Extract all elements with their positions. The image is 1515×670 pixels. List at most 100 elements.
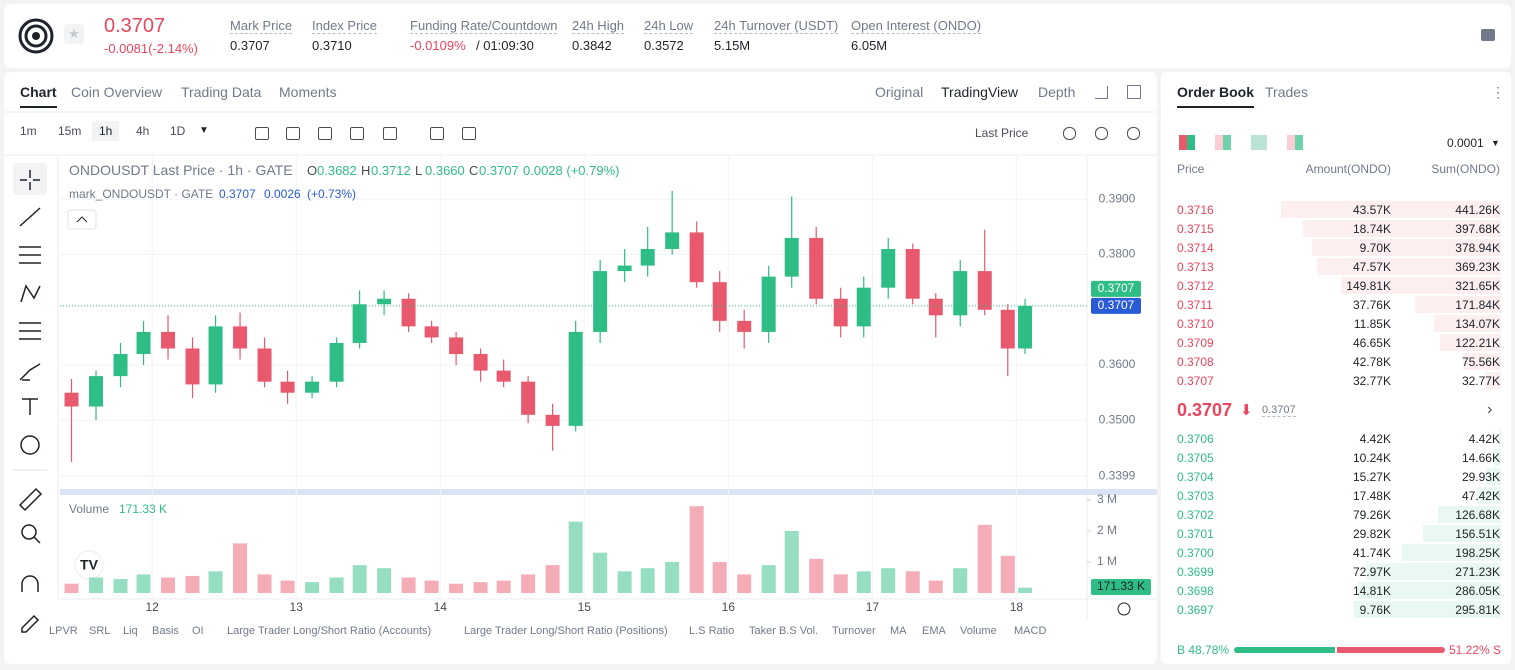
ob-tab[interactable]: Order Book: [1177, 84, 1255, 108]
chart: TV 12 13 14 15 16 17 18 0.3399 0.3500 0.3600 0.380…: [4, 111, 1157, 633]
ob-price[interactable]: 0.3715: [1177, 222, 1214, 236]
settings-gear[interactable]: [1117, 602, 1131, 616]
ob-mark: 0.3707: [1262, 404, 1296, 417]
ob-price[interactable]: 0.3705: [1177, 451, 1214, 465]
settings-icon[interactable]: [1481, 29, 1495, 41]
svg-text:TV: TV: [80, 557, 99, 573]
interval[interactable]: 1h: [92, 121, 120, 141]
indicator[interactable]: MA: [890, 625, 907, 637]
ob-price[interactable]: 0.3703: [1177, 489, 1214, 503]
candle-body: [329, 342, 344, 382]
ob-tab[interactable]: Trades: [1265, 84, 1309, 100]
ob-price[interactable]: 0.3697: [1177, 603, 1214, 617]
stat-label: 24h Turnover (USDT): [714, 18, 839, 34]
v-tick-label: 2 M: [1097, 523, 1117, 537]
ob-sum: 126.68K: [1455, 508, 1500, 522]
view-tab[interactable]: TradingView: [941, 84, 1019, 100]
volume-bar: [689, 506, 704, 593]
ob-price[interactable]: 0.3713: [1177, 260, 1214, 274]
indicator[interactable]: Large Trader Long/Short Ratio (Accounts): [227, 625, 432, 637]
ob-price[interactable]: 0.3700: [1177, 546, 1214, 560]
tab[interactable]: Moments: [279, 84, 337, 100]
view-tab[interactable]: Original: [875, 84, 924, 100]
ob-layout[interactable]: [1215, 135, 1231, 150]
ob-col: Price: [1177, 162, 1205, 176]
ob-price[interactable]: 0.3708: [1177, 355, 1214, 369]
window-icon[interactable]: [1127, 85, 1141, 99]
interval[interactable]: 15m: [58, 124, 82, 138]
ob-layout[interactable]: [1179, 135, 1195, 150]
legend-change: 0.0028 (+0.79%): [523, 163, 620, 178]
indicator[interactable]: MACD: [1014, 625, 1047, 637]
stat-value: -0.0109%: [410, 38, 466, 53]
favorite-star[interactable]: ★: [64, 24, 84, 44]
indicator[interactable]: LPVR: [49, 625, 78, 637]
ob-price[interactable]: 0.3701: [1177, 527, 1214, 541]
volume-bar: [568, 521, 583, 593]
candle-body: [280, 381, 295, 393]
tab[interactable]: Chart: [20, 84, 57, 108]
stat-value: 5.15M: [714, 38, 751, 53]
candle-body: [185, 348, 200, 385]
tool-icon[interactable]: [383, 127, 397, 140]
interval[interactable]: 1D: [170, 124, 186, 138]
fullscreen-icon[interactable]: [1095, 86, 1108, 99]
ob-sum: 321.65K: [1455, 279, 1500, 293]
dropdown[interactable]: ▼: [199, 125, 209, 136]
indicator[interactable]: Volume: [960, 625, 997, 637]
ob-price[interactable]: 0.3707: [1177, 374, 1214, 388]
ob-more[interactable]: ›: [1487, 401, 1493, 418]
ob-price[interactable]: 0.3710: [1177, 317, 1214, 331]
collapse-legend[interactable]: [67, 209, 97, 230]
tab[interactable]: Coin Overview: [71, 84, 163, 100]
tool-icon[interactable]: [255, 127, 269, 140]
interval[interactable]: 1m: [20, 124, 37, 138]
ob-price[interactable]: 0.3698: [1177, 584, 1214, 598]
candle-body: [496, 370, 511, 382]
tool-icon[interactable]: [462, 127, 476, 140]
indicator[interactable]: EMA: [922, 625, 946, 637]
volume-bar: [593, 552, 608, 593]
indicator[interactable]: SRL: [89, 625, 111, 637]
ob-price[interactable]: 0.3714: [1177, 241, 1214, 255]
tab[interactable]: Trading Data: [181, 84, 262, 100]
tool-icon[interactable]: [1095, 127, 1108, 140]
indicator[interactable]: Large Trader Long/Short Ratio (Positions…: [464, 625, 668, 637]
indicator[interactable]: Taker B.S Vol.: [749, 625, 819, 637]
ob-price[interactable]: 0.3699: [1177, 565, 1214, 579]
ob-price[interactable]: 0.3711: [1177, 298, 1213, 312]
ob-price[interactable]: 0.3716: [1177, 203, 1214, 217]
indicator[interactable]: L.S Ratio: [689, 625, 735, 637]
ob-dropdown[interactable]: ▼: [1491, 138, 1500, 148]
interval[interactable]: 4h: [136, 124, 150, 138]
ob-layout[interactable]: [1251, 135, 1267, 150]
ob-sum: 171.84K: [1455, 298, 1500, 312]
tool-icon[interactable]: [430, 127, 444, 140]
volume-bar: [545, 565, 560, 593]
indicator[interactable]: Turnover: [832, 625, 876, 637]
tool-icon[interactable]: [1063, 127, 1076, 140]
tool-icon[interactable]: [318, 127, 332, 140]
drawing-toolbar[interactable]: [13, 163, 47, 633]
ob-price[interactable]: 0.3709: [1177, 336, 1214, 350]
candle-body: [89, 376, 104, 407]
indicator[interactable]: Basis: [152, 625, 179, 637]
ob-price[interactable]: 0.3702: [1177, 508, 1214, 522]
ob-precision[interactable]: 0.0001: [1447, 136, 1484, 150]
indicator[interactable]: Liq: [123, 625, 138, 637]
menu-icon[interactable]: ⋮: [1491, 84, 1505, 100]
ob-price[interactable]: 0.3704: [1177, 470, 1214, 484]
volume-bar: [329, 577, 344, 593]
indicator[interactable]: OI: [192, 625, 204, 637]
ob-price[interactable]: 0.3706: [1177, 432, 1214, 446]
tool-icon[interactable]: [1127, 127, 1140, 140]
ob-layout[interactable]: [1287, 135, 1303, 150]
price-source[interactable]: Last Price: [975, 126, 1029, 140]
candle-body: [233, 326, 248, 349]
tool-icon[interactable]: [286, 127, 300, 140]
ob-price[interactable]: 0.3712: [1177, 279, 1214, 293]
view-tab[interactable]: Depth: [1038, 84, 1076, 100]
ob-amount: 47.57K: [1352, 260, 1391, 274]
tool-icon[interactable]: [350, 127, 364, 140]
ob-sum: 295.81K: [1455, 603, 1500, 617]
